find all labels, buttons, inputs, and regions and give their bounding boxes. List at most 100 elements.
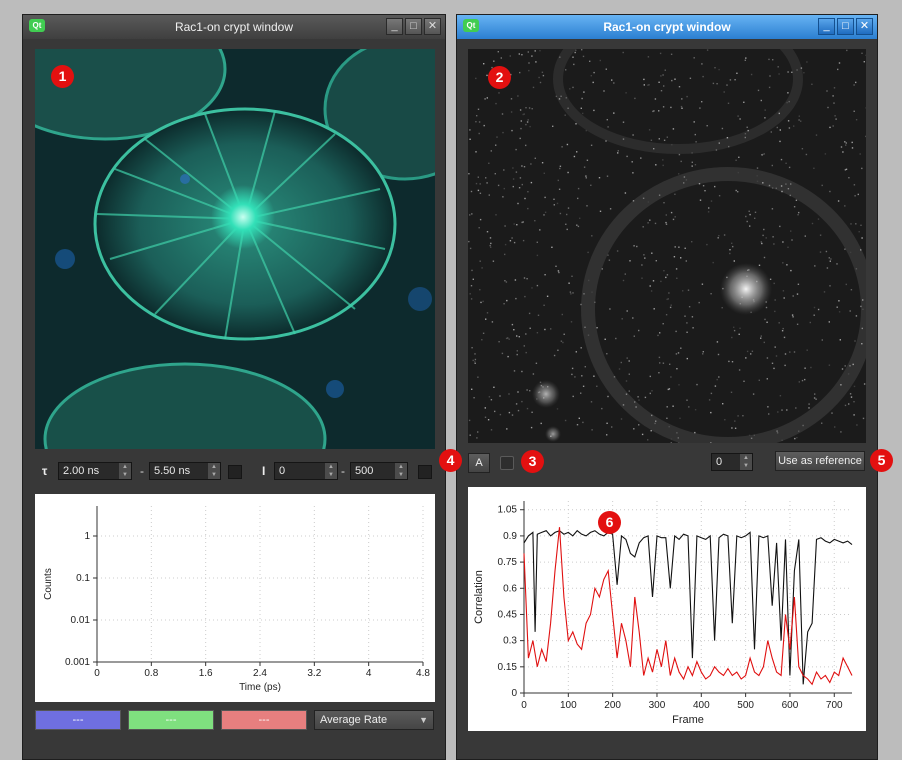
speckle <box>622 279 625 282</box>
mode-select[interactable]: Average Rate ▼ <box>314 710 434 730</box>
speckle <box>855 315 858 317</box>
speckle <box>846 49 848 52</box>
tau-min-spinbox[interactable]: 2.00 ns ▲ ▼ <box>58 462 132 480</box>
speckle <box>508 393 510 395</box>
speckle <box>508 338 510 340</box>
speckle <box>854 340 856 342</box>
speckle <box>710 200 713 202</box>
intensity-max-spinbox[interactable]: 500 ▲ ▼ <box>350 462 408 480</box>
speckle <box>844 248 846 250</box>
speckle <box>819 251 822 253</box>
speckle <box>481 339 483 341</box>
speckle <box>746 350 749 353</box>
callout-6-badge: 6 <box>598 511 621 534</box>
speckle <box>764 109 766 111</box>
speckle <box>718 68 720 71</box>
speckle <box>839 339 841 341</box>
speckle <box>670 211 673 214</box>
swatch-blue[interactable]: --- <box>35 710 121 730</box>
maximize-icon[interactable]: □ <box>405 18 422 35</box>
minimize-icon[interactable]: _ <box>386 18 403 35</box>
minimize-icon[interactable]: _ <box>818 18 835 35</box>
speckle <box>575 351 577 353</box>
speckle <box>528 62 530 64</box>
speckle <box>666 298 668 301</box>
callout-2-badge: 2 <box>488 66 511 89</box>
swatch-green[interactable]: --- <box>128 710 214 730</box>
spin-arrows-icon[interactable]: ▲ ▼ <box>325 463 337 479</box>
speckle <box>699 199 702 201</box>
spin-arrows-icon[interactable]: ▲ ▼ <box>119 463 131 479</box>
qt-logo-icon: Qt <box>463 19 479 32</box>
speckle <box>475 77 477 80</box>
speckle <box>643 254 645 256</box>
speckle <box>853 84 855 86</box>
speckle <box>478 121 481 123</box>
use-as-reference-button[interactable]: Use as reference <box>775 451 865 471</box>
reference-checkbox[interactable] <box>500 456 514 470</box>
speckle <box>779 129 781 131</box>
speckle <box>638 424 640 426</box>
tau-color-square[interactable] <box>228 465 242 479</box>
speckle <box>665 223 668 225</box>
intensity-image[interactable] <box>468 49 866 443</box>
speckle <box>751 350 754 352</box>
speckle <box>472 359 474 362</box>
speckle <box>583 91 585 93</box>
spin-arrows-icon[interactable]: ▲ ▼ <box>740 454 752 470</box>
speckle <box>479 218 482 221</box>
speckle <box>706 49 709 51</box>
tau-max-spinbox[interactable]: 5.50 ns ▲ ▼ <box>149 462 221 480</box>
speckle <box>566 213 568 216</box>
speckle <box>587 334 590 336</box>
speckle <box>680 257 682 259</box>
speckle <box>762 234 764 237</box>
speckle <box>845 168 848 170</box>
spin-arrows-icon[interactable]: ▲ ▼ <box>395 463 407 479</box>
speckle <box>790 269 792 272</box>
speckle <box>591 235 593 237</box>
speckle <box>670 53 673 55</box>
close-icon[interactable]: ✕ <box>856 18 873 35</box>
speckle <box>580 392 582 394</box>
left-titlebar[interactable]: Qt Rac1-on crypt window _ □ ✕ <box>23 15 445 39</box>
speckle <box>851 141 853 144</box>
speckle <box>813 306 816 309</box>
x-tick-label: 700 <box>826 700 843 711</box>
correlation-plot[interactable]: 0 100 200 300 400 500 600 700 0 0.15 0.3 0.45 0.6 0.7… <box>468 487 866 731</box>
right-titlebar[interactable]: Qt Rac1-on crypt window _ □ ✕ <box>457 15 877 39</box>
speckle <box>678 246 680 248</box>
intensity-color-square[interactable] <box>418 465 432 479</box>
speckle <box>571 367 574 370</box>
speckle <box>474 362 476 364</box>
x-tick-label: 4 <box>366 668 372 679</box>
flim-image[interactable] <box>35 49 435 449</box>
speckle <box>835 118 837 120</box>
speckle <box>572 292 574 294</box>
speckle <box>529 390 531 392</box>
speckle <box>698 301 700 304</box>
speckle <box>677 437 679 439</box>
speckle <box>798 430 800 432</box>
spin-arrows-icon[interactable]: ▲ ▼ <box>208 463 220 479</box>
speckle <box>584 326 586 328</box>
speckle <box>787 120 790 122</box>
auto-button[interactable]: A <box>468 453 490 473</box>
close-icon[interactable]: ✕ <box>424 18 441 35</box>
speckle <box>611 426 613 428</box>
intensity-min-spinbox[interactable]: 0 ▲ ▼ <box>274 462 338 480</box>
swatch-red[interactable]: --- <box>221 710 307 730</box>
speckle <box>863 61 865 63</box>
decay-plot[interactable]: 0 0.8 1.6 2.4 3.2 4 4.8 1 0.1 0.01 0.001 Time (ps) C… <box>35 494 435 702</box>
right-window-title: Rac1-on crypt window <box>603 20 731 34</box>
speckle <box>644 396 647 399</box>
speckle <box>534 50 536 52</box>
speckle <box>617 152 619 154</box>
frame-spinbox[interactable]: 0 ▲ ▼ <box>711 453 753 471</box>
x-tick-label: 0.8 <box>144 668 158 679</box>
maximize-icon[interactable]: □ <box>837 18 854 35</box>
speckle <box>670 376 672 378</box>
speckle <box>581 375 583 377</box>
speckle <box>813 314 815 316</box>
speckle <box>796 323 799 325</box>
